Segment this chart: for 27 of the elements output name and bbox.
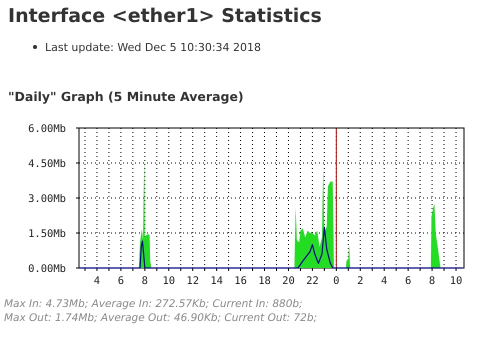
text: "Daily" Graph (5 Minute Average) (8, 89, 244, 104)
x-tick-label: 22 (306, 275, 319, 287)
chart-subtitle: Last update: Wed Dec 5 10:30:34 2018 (45, 41, 262, 54)
x-tick-label: 16 (234, 275, 247, 287)
x-tick-label: 4 (381, 275, 388, 287)
y-tick-label: 0.00Mb (28, 263, 66, 275)
x-tick-label: 8 (142, 275, 148, 287)
y-tick-label: 1.50Mb (28, 228, 66, 240)
x-tick-label: 14 (210, 275, 223, 287)
y-tick-label: 3.00Mb (28, 193, 66, 205)
x-tick-label: 20 (282, 275, 295, 287)
x-tick-label: 12 (186, 275, 200, 287)
x-tick-label: 4 (94, 275, 100, 287)
x-tick-label: 18 (258, 275, 271, 287)
text: Max In: 4.73Mb; Average In: 272.57Kb; Current In: 880b; (4, 298, 303, 310)
x-tick-label: 10 (162, 275, 176, 287)
x-tick-label: 10 (450, 275, 462, 287)
x-tick-label: 6 (404, 275, 412, 287)
line-series (78, 226, 463, 269)
y-tick-label: 6.00Mb (28, 123, 66, 135)
x-tick-label: 2 (357, 275, 364, 287)
y-tick-label: 4.50Mb (28, 158, 66, 170)
text: Max Out: 1.74Mb; Average Out: 46.90Kb; Current Out: 72b; (4, 312, 318, 324)
x-tick-label: 0 (333, 275, 340, 287)
chart-title: Interface <ether1> Statistics (8, 5, 322, 27)
x-tick-label: 8 (428, 275, 436, 287)
x-tick-label: 6 (118, 275, 124, 287)
